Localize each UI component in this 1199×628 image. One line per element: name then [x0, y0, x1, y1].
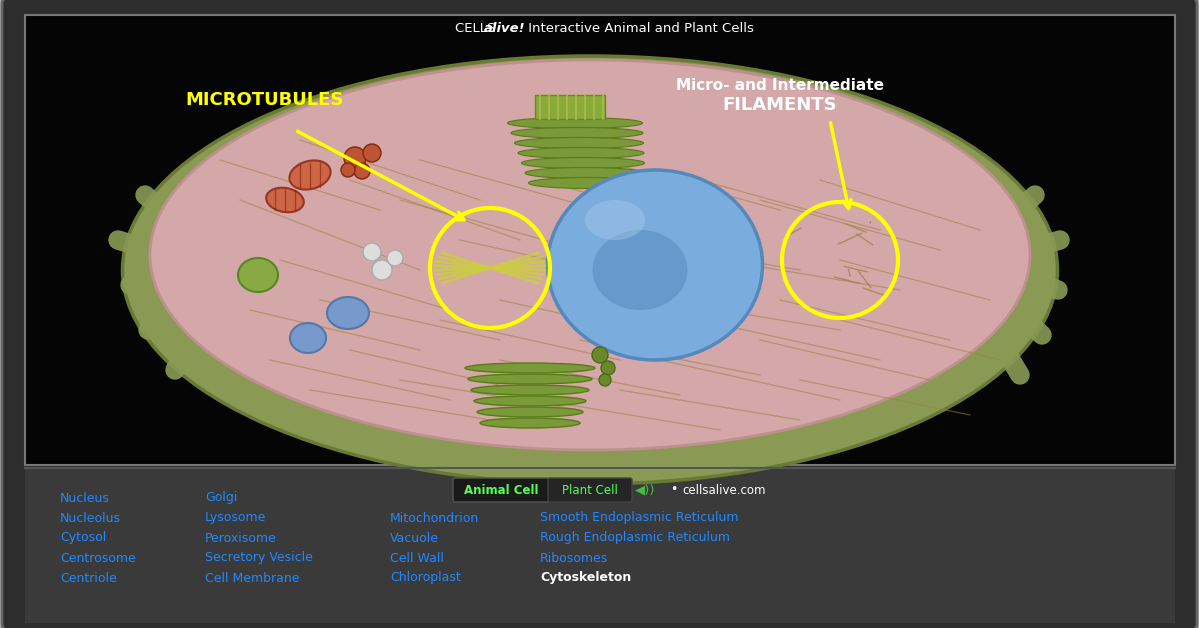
- Ellipse shape: [474, 396, 586, 406]
- Ellipse shape: [529, 178, 645, 188]
- Text: Micro- and Intermediate: Micro- and Intermediate: [676, 77, 884, 92]
- Circle shape: [344, 147, 366, 169]
- Text: Nucleolus: Nucleolus: [60, 511, 121, 524]
- Text: CELLS: CELLS: [454, 21, 500, 35]
- Circle shape: [363, 243, 381, 261]
- Text: •: •: [670, 484, 677, 497]
- Text: Interactive Animal and Plant Cells: Interactive Animal and Plant Cells: [524, 21, 754, 35]
- Text: Centriole: Centriole: [60, 571, 116, 585]
- Text: MICROTUBULES: MICROTUBULES: [185, 91, 343, 109]
- Ellipse shape: [290, 323, 326, 353]
- Text: Lysosome: Lysosome: [205, 511, 266, 524]
- Ellipse shape: [585, 200, 645, 240]
- Text: Rough Endoplasmic Reticulum: Rough Endoplasmic Reticulum: [540, 531, 730, 544]
- Circle shape: [363, 144, 381, 162]
- Text: cellsalive.com: cellsalive.com: [682, 484, 765, 497]
- Circle shape: [372, 260, 392, 280]
- Text: Nucleus: Nucleus: [60, 492, 110, 504]
- FancyBboxPatch shape: [453, 478, 549, 502]
- Text: Smooth Endoplasmic Reticulum: Smooth Endoplasmic Reticulum: [540, 511, 739, 524]
- Ellipse shape: [327, 297, 369, 329]
- Text: ◀)): ◀)): [634, 484, 655, 497]
- Ellipse shape: [150, 60, 1030, 450]
- Text: Cell Wall: Cell Wall: [390, 551, 444, 565]
- Text: Cell Membrane: Cell Membrane: [205, 571, 300, 585]
- Ellipse shape: [592, 230, 687, 310]
- Ellipse shape: [477, 407, 583, 417]
- Text: Animal Cell: Animal Cell: [464, 484, 538, 497]
- Bar: [25, 15, 1175, 465]
- Ellipse shape: [525, 168, 645, 178]
- Bar: [535, 95, 605, 119]
- Ellipse shape: [465, 363, 595, 373]
- Ellipse shape: [471, 385, 589, 395]
- Bar: [25, 468, 1175, 623]
- Text: Golgi: Golgi: [205, 492, 237, 504]
- Text: Cytosol: Cytosol: [60, 531, 107, 544]
- Circle shape: [600, 374, 611, 386]
- Ellipse shape: [237, 258, 278, 292]
- Circle shape: [341, 163, 355, 177]
- Ellipse shape: [289, 160, 331, 190]
- Text: FILAMENTS: FILAMENTS: [723, 96, 837, 114]
- Text: Secretory Vesicle: Secretory Vesicle: [205, 551, 313, 565]
- Ellipse shape: [468, 374, 592, 384]
- Circle shape: [601, 361, 615, 375]
- Ellipse shape: [507, 117, 643, 129]
- Text: Peroxisome: Peroxisome: [205, 531, 277, 544]
- Text: Mitochondrion: Mitochondrion: [390, 511, 480, 524]
- Text: alive!: alive!: [484, 21, 525, 35]
- Ellipse shape: [480, 418, 580, 428]
- Ellipse shape: [548, 170, 763, 360]
- Ellipse shape: [266, 188, 303, 212]
- Ellipse shape: [518, 148, 644, 158]
- Ellipse shape: [511, 127, 643, 139]
- Circle shape: [592, 347, 608, 363]
- Text: Centrosome: Centrosome: [60, 551, 135, 565]
- Circle shape: [387, 250, 403, 266]
- Ellipse shape: [514, 138, 644, 148]
- Text: Plant Cell: Plant Cell: [562, 484, 617, 497]
- Text: Chloroplast: Chloroplast: [390, 571, 460, 585]
- FancyBboxPatch shape: [548, 478, 632, 502]
- Text: Ribosomes: Ribosomes: [540, 551, 608, 565]
- Text: Cytoskeleton: Cytoskeleton: [540, 571, 631, 585]
- Text: Vacuole: Vacuole: [390, 531, 439, 544]
- Ellipse shape: [522, 158, 645, 168]
- Ellipse shape: [122, 56, 1058, 484]
- Circle shape: [354, 163, 370, 179]
